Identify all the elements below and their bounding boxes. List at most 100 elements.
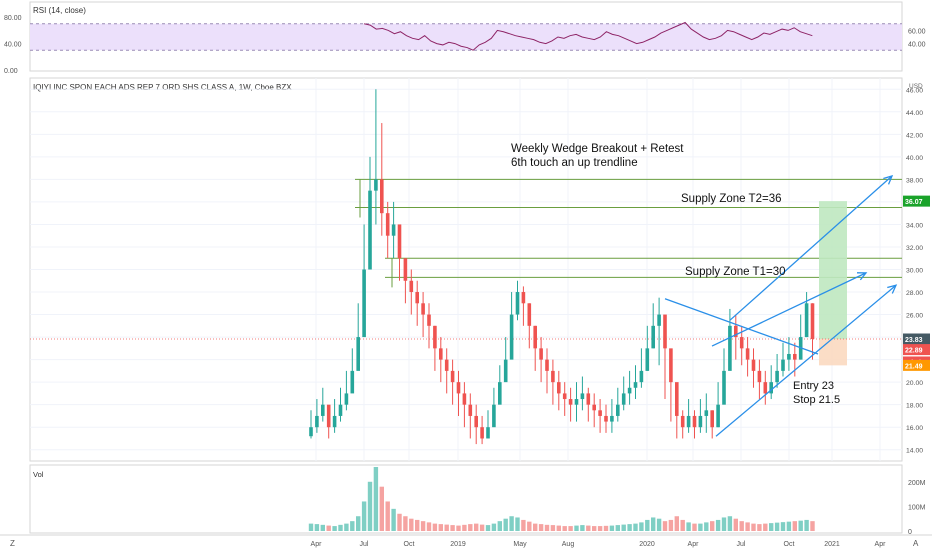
price-axis-tick: 46.00 (906, 87, 923, 94)
price-axis-tick: 40.00 (906, 155, 923, 162)
candle-body (492, 404, 496, 428)
supply-zone-t2-label: Supply Zone T2=36 (681, 193, 782, 205)
volume-bar (562, 526, 567, 531)
volume-bar (804, 519, 809, 531)
candle-body (545, 359, 549, 371)
current-price-tag: 23.83 (905, 337, 923, 344)
candle-body (515, 292, 520, 315)
volume-bar (385, 501, 390, 531)
volume-bar (580, 525, 585, 531)
volume-bar (456, 525, 461, 531)
time-axis-label: 2021 (824, 541, 840, 548)
candle-body (385, 213, 390, 236)
volume-bar (468, 524, 473, 531)
candle-body (692, 415, 697, 428)
candle-body (332, 415, 337, 428)
price-axis-tick: 20.00 (906, 380, 923, 387)
corner-left-glyph[interactable]: Z (10, 539, 15, 548)
supply-zone-t1-label: Supply Zone T1=30 (685, 266, 786, 278)
rsi-axis-left-tick: 40.00 (4, 42, 22, 49)
time-axis-label: 2020 (639, 541, 655, 548)
price-axis-tick: 42.00 (906, 132, 923, 139)
stop-box (819, 339, 847, 366)
price-axis-tick: 38.00 (906, 177, 923, 184)
support-trendline-arrow (715, 284, 897, 437)
corner-right-glyph[interactable]: A (913, 539, 919, 548)
candle-body (745, 348, 750, 360)
candle-body (627, 387, 632, 394)
candle-body (338, 404, 343, 416)
candle-body (639, 370, 644, 383)
axes-layer: 80.00 40.00 0.00 60.00 40.00 200M 100M 0 14.00 16… (4, 15, 926, 548)
volume-bar (721, 517, 727, 531)
candle-body (610, 415, 614, 422)
candle-body (621, 393, 626, 405)
candle-body (716, 404, 720, 428)
volume-bar (656, 518, 662, 531)
rsi-label: RSI (14, close) (33, 6, 86, 15)
volume-bar (361, 501, 367, 531)
volume-bar (308, 523, 314, 531)
volume-bar (432, 523, 438, 531)
candle-body (562, 393, 567, 400)
volume-bar (491, 523, 497, 531)
volume-bar (786, 521, 792, 531)
volume-bar (426, 522, 432, 531)
wedge-upper-trendline (664, 298, 819, 355)
volume-bar (704, 522, 709, 531)
volume-bar (338, 524, 343, 531)
volume-panel-frame (29, 464, 903, 534)
candle-body (651, 325, 655, 349)
rsi-axis-right-tick: 40.00 (908, 42, 926, 49)
candle-body (645, 348, 650, 371)
channel-mid-arrow-arrowhead (856, 272, 868, 281)
candle-body (722, 370, 726, 405)
rsi-axis-left-tick: 0.00 (4, 68, 18, 75)
volume-panel[interactable]: Vol (29, 464, 903, 534)
volume-bar (639, 522, 644, 531)
candle-body (675, 382, 679, 416)
candle-body (403, 258, 408, 281)
volume-bar (586, 525, 591, 531)
volume-bar (633, 523, 638, 531)
volume-bar (592, 526, 597, 531)
candle-body (321, 404, 325, 416)
volume-bar (556, 525, 561, 531)
candle-body (350, 370, 355, 394)
volume-bar (521, 519, 526, 531)
candle-body (344, 393, 349, 405)
channel-upper-arrow (729, 175, 893, 321)
candle-body (474, 415, 478, 428)
volume-bar (367, 481, 373, 531)
volume-bar (651, 517, 656, 531)
candle-body (757, 370, 762, 383)
price-axis-tick: 14.00 (906, 448, 923, 455)
time-axis-label: Apr (311, 541, 323, 548)
candle-body (680, 415, 685, 428)
price-axis-tick: 16.00 (906, 425, 923, 432)
candle-body (698, 415, 703, 428)
volume-label: Vol (33, 470, 44, 479)
volume-bar (415, 519, 420, 531)
volume-bar (444, 524, 449, 531)
candle-body (568, 399, 573, 405)
volume-bar (798, 520, 803, 531)
volume-bar (710, 521, 715, 531)
volume-bar (686, 522, 691, 531)
candle-body (468, 404, 473, 416)
candle-body (663, 314, 667, 349)
candle-body (775, 370, 779, 383)
volume-bar (645, 519, 650, 531)
target-price-tag-bg (903, 195, 930, 207)
current-price-tag-bg (903, 333, 930, 345)
volume-axis-tick: 200M (908, 480, 926, 487)
candle-body (397, 224, 402, 259)
volume-bar (509, 516, 514, 531)
candle-body (309, 427, 313, 437)
candle-body (527, 303, 532, 326)
time-axis-label: Apr (875, 541, 887, 548)
volume-bar (485, 525, 491, 531)
candle-body (444, 359, 449, 371)
candle-body (551, 370, 555, 383)
